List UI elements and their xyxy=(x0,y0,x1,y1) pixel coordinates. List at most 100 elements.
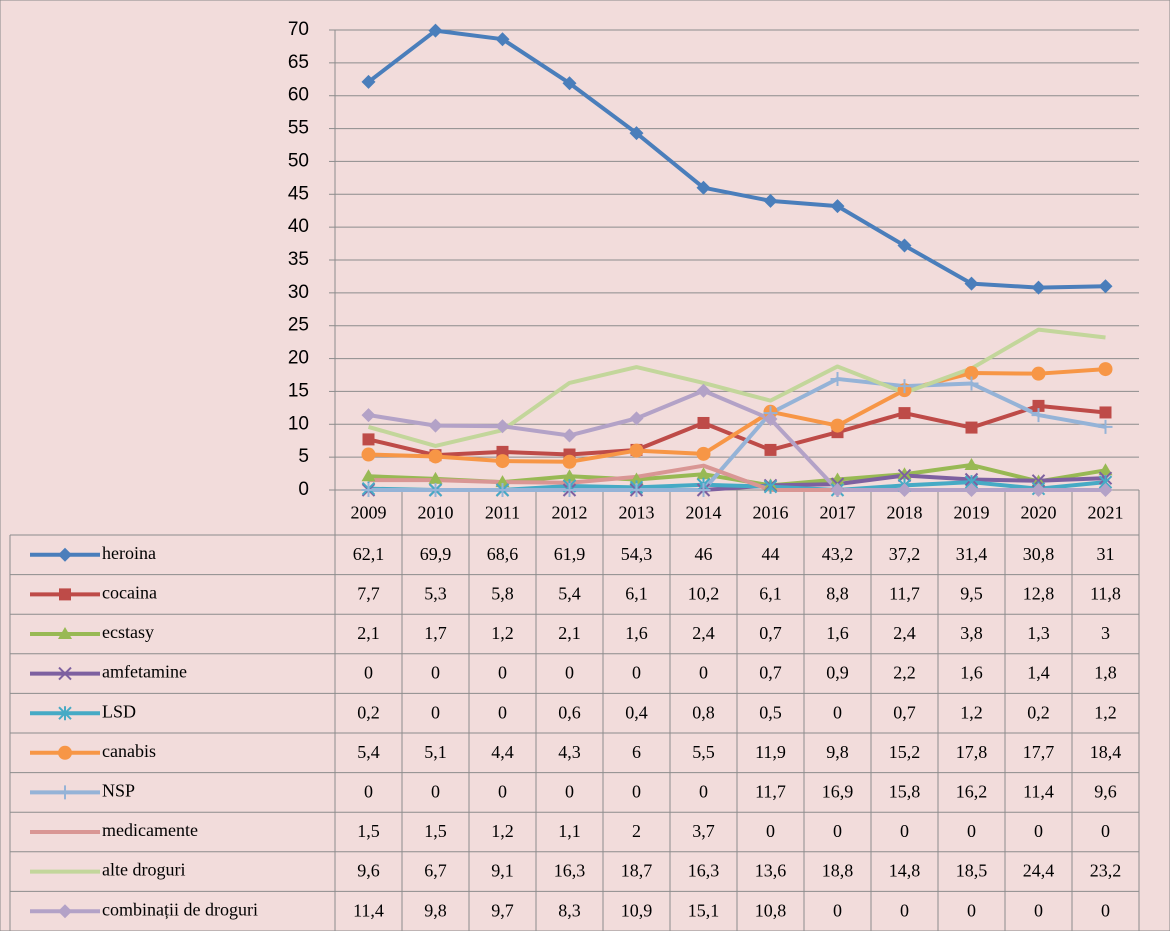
marker xyxy=(763,412,778,427)
table-cell: 16,3 xyxy=(554,861,586,881)
marker xyxy=(897,483,912,497)
table-cell: 3,8 xyxy=(960,623,983,643)
table-cell: 0,7 xyxy=(893,702,916,722)
table-cell: 0 xyxy=(431,782,440,802)
table-cell: 9,8 xyxy=(424,900,447,920)
table-cell: 5,4 xyxy=(357,742,380,762)
y-tick-label: 0 xyxy=(298,479,309,500)
table-cell: 0,6 xyxy=(558,702,581,722)
x-tick-label: 2021 xyxy=(1088,503,1124,523)
x-tick-label: 2011 xyxy=(485,503,520,523)
marker xyxy=(764,443,777,456)
table-cell: 11,4 xyxy=(1023,782,1054,802)
table-cell: 30,8 xyxy=(1023,544,1055,564)
table-cell: 2,4 xyxy=(893,623,916,643)
table-cell: 0 xyxy=(699,782,708,802)
table-cell: 1,6 xyxy=(625,623,648,643)
marker xyxy=(1098,419,1113,434)
marker xyxy=(964,483,979,497)
table-cell: 31 xyxy=(1097,544,1115,564)
table-cell: 1,2 xyxy=(960,702,983,722)
marker xyxy=(495,419,510,434)
x-tick-label: 2012 xyxy=(552,503,588,523)
table-cell: 0 xyxy=(498,782,507,802)
table-cell: 0 xyxy=(565,782,574,802)
table-cell: 0 xyxy=(766,821,775,841)
table-cell: 9,6 xyxy=(357,861,380,881)
table-cell: 18,7 xyxy=(621,861,653,881)
marker xyxy=(1099,406,1112,419)
table-cell: 0 xyxy=(900,821,909,841)
table-cell: 0 xyxy=(431,702,440,722)
table-cell: 0 xyxy=(1034,821,1043,841)
y-tick-label: 20 xyxy=(288,348,309,369)
legend-marker xyxy=(58,785,72,800)
table-cell: 8,3 xyxy=(558,900,581,920)
marker xyxy=(1098,483,1113,497)
marker xyxy=(361,483,376,497)
marker xyxy=(830,199,845,214)
table-cell: 16,2 xyxy=(956,782,988,802)
y-tick-label: 30 xyxy=(288,282,309,303)
marker xyxy=(1098,279,1113,294)
marker xyxy=(362,433,375,446)
x-tick-label: 2010 xyxy=(418,503,454,523)
x-tick-label: 2014 xyxy=(686,503,722,523)
table-cell: 1,8 xyxy=(1094,663,1117,683)
table-cell: 61,9 xyxy=(554,544,586,564)
legend-marker xyxy=(59,588,71,601)
table-cell: 9,7 xyxy=(491,900,514,920)
marker xyxy=(964,366,979,381)
table-cell: 10,8 xyxy=(755,900,787,920)
table-cell: 3 xyxy=(1101,623,1110,643)
table-cell: 5,1 xyxy=(424,742,447,762)
marker xyxy=(629,443,644,458)
marker xyxy=(562,483,577,497)
series-line xyxy=(368,367,1106,464)
marker xyxy=(1031,366,1046,381)
table-cell: 43,2 xyxy=(822,544,854,564)
table-cell: 0 xyxy=(364,782,373,802)
table-cell: 6 xyxy=(632,742,641,762)
table-cell: 1,1 xyxy=(558,821,581,841)
table-cell: 2 xyxy=(632,821,641,841)
marker xyxy=(562,454,577,469)
legend-label: NSP xyxy=(102,781,135,801)
marker xyxy=(495,454,510,469)
marker xyxy=(830,371,845,386)
table-cell: 1,5 xyxy=(424,821,447,841)
table-cell: 2,2 xyxy=(893,663,916,683)
marker xyxy=(495,32,510,47)
y-tick-label: 60 xyxy=(288,85,309,106)
table-cell: 10,9 xyxy=(621,900,653,920)
y-tick-label: 10 xyxy=(288,413,309,434)
table-cell: 1,6 xyxy=(826,623,849,643)
table-cell: 1,3 xyxy=(1027,623,1050,643)
table-cell: 0 xyxy=(498,702,507,722)
table-cell: 4,3 xyxy=(558,742,581,762)
marker xyxy=(629,126,644,141)
y-tick-label: 35 xyxy=(288,249,309,270)
table-cell: 13,6 xyxy=(755,861,787,881)
x-tick-label: 2009 xyxy=(351,503,387,523)
table-cell: 31,4 xyxy=(956,544,988,564)
marker xyxy=(629,411,644,426)
x-tick-label: 2020 xyxy=(1021,503,1057,523)
table-cell: 5,8 xyxy=(491,584,514,604)
marker xyxy=(1098,362,1113,377)
table-cell: 9,5 xyxy=(960,584,983,604)
table-cell: 44 xyxy=(762,544,780,564)
marker xyxy=(897,238,912,253)
marker xyxy=(697,416,710,429)
table-cell: 0 xyxy=(833,900,842,920)
marker xyxy=(696,180,711,195)
table-cell: 0 xyxy=(833,821,842,841)
x-tick-label: 2013 xyxy=(619,503,655,523)
x-tick-label: 2016 xyxy=(753,503,789,523)
legend-label: amfetamine xyxy=(102,662,187,682)
marker xyxy=(964,458,979,471)
x-tick-label: 2018 xyxy=(887,503,923,523)
series-line xyxy=(368,403,1106,458)
marker xyxy=(361,74,376,89)
